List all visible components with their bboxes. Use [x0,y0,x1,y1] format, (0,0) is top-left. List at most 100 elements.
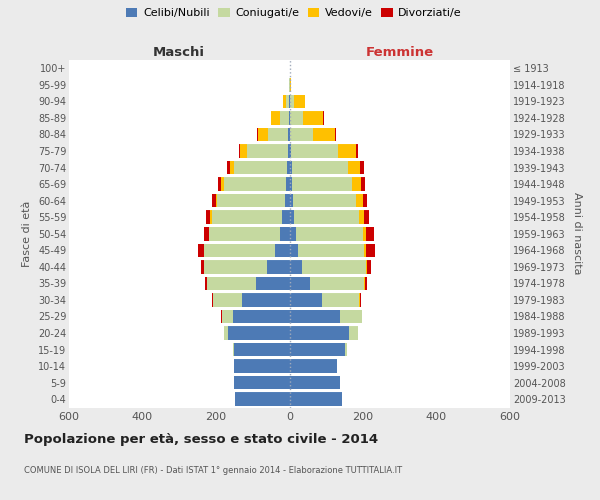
Bar [218,178,221,191]
Bar [349,326,358,340]
Bar [291,144,338,158]
Bar [290,144,291,158]
Bar [275,244,290,257]
Bar [235,376,290,390]
Bar [293,194,356,207]
Bar [367,244,376,257]
Bar [230,161,234,174]
Bar [286,178,290,191]
Bar [280,227,290,240]
Bar [364,276,365,290]
Bar [292,161,347,174]
Bar [310,276,364,290]
Bar [268,128,289,141]
Bar [361,161,364,174]
Bar [287,161,290,174]
Bar [212,293,213,306]
Bar [204,227,209,240]
Y-axis label: Anni di nascita: Anni di nascita [572,192,582,275]
Bar [209,227,280,240]
Bar [290,178,292,191]
Bar [290,276,310,290]
Bar [271,111,280,124]
Bar [228,326,290,340]
Bar [204,244,275,257]
Bar [367,260,371,274]
Bar [292,178,352,191]
Bar [212,194,215,207]
Text: Popolazione per età, sesso e stato civile - 2014: Popolazione per età, sesso e stato civil… [24,432,378,446]
Bar [364,210,368,224]
Bar [227,161,230,174]
Bar [290,293,322,306]
Bar [286,94,289,108]
Bar [365,260,367,274]
Text: COMUNE DI ISOLA DEL LIRI (FR) - Dati ISTAT 1° gennaio 2014 - Elaborazione TUTTIT: COMUNE DI ISOLA DEL LIRI (FR) - Dati IST… [24,466,402,475]
Bar [290,376,340,390]
Bar [290,326,349,340]
Bar [282,210,290,224]
Bar [290,111,303,124]
Bar [290,360,337,373]
Bar [302,260,365,274]
Bar [234,161,287,174]
Bar [290,161,292,174]
Bar [359,293,361,306]
Bar [239,144,240,158]
Bar [303,111,323,124]
Bar [221,310,233,324]
Bar [290,260,302,274]
Bar [290,244,298,257]
Bar [359,210,364,224]
Bar [205,276,207,290]
Bar [289,111,290,124]
Bar [268,260,290,274]
Bar [340,310,362,324]
Bar [290,128,313,141]
Bar [346,343,347,356]
Bar [280,111,289,124]
Bar [242,293,290,306]
Bar [293,94,305,108]
Bar [283,94,286,108]
Bar [212,210,282,224]
Text: Maschi: Maschi [153,46,205,59]
Bar [256,276,290,290]
Bar [290,227,296,240]
Bar [290,343,346,356]
Bar [338,144,356,158]
Bar [335,128,336,141]
Bar [235,392,290,406]
Bar [287,144,290,158]
Bar [313,128,335,141]
Bar [290,194,293,207]
Bar [213,293,242,306]
Bar [290,210,294,224]
Bar [363,194,367,207]
Bar [356,144,358,158]
Bar [365,276,367,290]
Bar [290,392,342,406]
Bar [290,310,340,324]
Bar [298,244,364,257]
Bar [257,128,258,141]
Text: Femmine: Femmine [365,46,434,59]
Bar [289,128,290,141]
Bar [201,260,204,274]
Bar [285,194,290,207]
Bar [233,310,290,324]
Bar [247,144,287,158]
Bar [233,343,290,356]
Bar [361,178,365,191]
Bar [224,178,286,191]
Bar [322,293,359,306]
Bar [258,128,268,141]
Bar [199,244,204,257]
Bar [352,178,361,191]
Bar [207,276,256,290]
Bar [347,161,361,174]
Bar [233,360,290,373]
Bar [290,94,293,108]
Y-axis label: Fasce di età: Fasce di età [22,200,32,267]
Bar [363,227,366,240]
